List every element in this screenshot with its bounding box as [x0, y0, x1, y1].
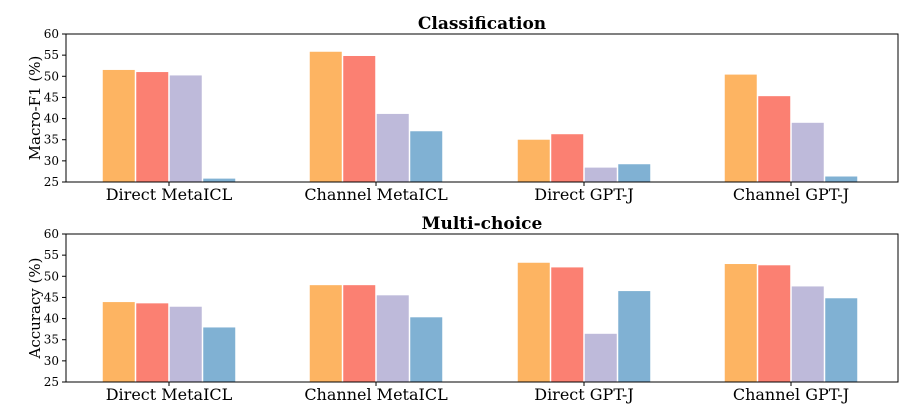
- bar-series-4-direct-metaicl: [203, 178, 236, 182]
- plot-frame: [65, 33, 899, 183]
- x-tick-label: Direct GPT-J: [534, 385, 634, 404]
- y-tick-label: 40: [44, 312, 59, 326]
- bar-series-3-channel-gpt-j: [791, 122, 824, 182]
- chart-panel-1: Classification 25 30 35 40 45 50 55 60 Direct Met…: [26, 14, 899, 204]
- chart-panel-2: Multi-choice 25 30 35 40 45 50 55 60 Direct MetaI…: [26, 214, 899, 404]
- y-tick-label: 35: [44, 333, 59, 347]
- bar-series-1-channel-gpt-j: [724, 264, 757, 382]
- bar-series-3-channel-metaicl: [376, 113, 409, 182]
- y-tick-label: 55: [44, 248, 59, 262]
- bar-series-3-direct-gpt-j: [584, 333, 617, 382]
- bar-series-2-channel-gpt-j: [758, 265, 791, 382]
- bar-series-2-channel-metaicl: [343, 55, 376, 182]
- y-tick-label: 40: [44, 112, 59, 126]
- x-tick-label: Direct MetaICL: [106, 385, 233, 404]
- x-tick-label: Channel GPT-J: [733, 385, 849, 404]
- y-tick-label: 45: [44, 90, 59, 104]
- bar-series-1-direct-gpt-j: [517, 262, 550, 382]
- bar-series-2-channel-metaicl: [343, 285, 376, 382]
- bar-series-1-channel-gpt-j: [724, 74, 757, 182]
- x-tick-label: Channel GPT-J: [733, 185, 849, 204]
- x-tick-label: Channel MetaICL: [304, 385, 448, 404]
- bar-series-4-channel-metaicl: [410, 317, 443, 382]
- bar-series-2-direct-gpt-j: [551, 134, 584, 182]
- bar-series-4-channel-gpt-j: [825, 298, 858, 382]
- bar-series-3-channel-gpt-j: [791, 286, 824, 382]
- bar-series-1-direct-metaicl: [102, 69, 135, 182]
- x-tick-label: Channel MetaICL: [304, 185, 448, 204]
- y-tick-label: 30: [44, 154, 59, 168]
- bar-series-3-channel-metaicl: [376, 295, 409, 382]
- y-tick-label: 50: [44, 69, 59, 83]
- bar-series-3-direct-gpt-j: [584, 167, 617, 182]
- x-tick-label: Direct GPT-J: [534, 185, 634, 204]
- x-tick-label: Direct MetaICL: [106, 185, 233, 204]
- plot-frame: [65, 233, 899, 383]
- bar-series-1-channel-metaicl: [309, 51, 342, 183]
- chart-title: Multi-choice: [422, 214, 543, 234]
- y-tick-label: 35: [44, 133, 59, 147]
- bar-series-2-channel-gpt-j: [758, 96, 791, 182]
- bar-series-1-direct-metaicl: [102, 302, 135, 382]
- chart-title: Classification: [418, 14, 546, 34]
- y-tick-label: 50: [44, 269, 59, 283]
- y-tick-label: 45: [44, 290, 59, 304]
- y-tick-label: 60: [44, 27, 59, 41]
- y-tick-label: 55: [44, 48, 59, 62]
- y-tick-label: 25: [44, 175, 59, 189]
- bar-series-3-direct-metaicl: [169, 306, 202, 382]
- bar-series-4-channel-metaicl: [410, 131, 443, 182]
- y-axis-label: Macro-F1 (%): [26, 56, 44, 161]
- bar-series-4-channel-gpt-j: [825, 176, 858, 182]
- bar-series-2-direct-metaicl: [136, 303, 169, 382]
- bar-series-4-direct-metaicl: [203, 327, 236, 382]
- y-tick-label: 30: [44, 354, 59, 368]
- y-tick-label: 60: [44, 227, 59, 241]
- bar-series-1-channel-metaicl: [309, 285, 342, 382]
- bar-series-2-direct-gpt-j: [551, 267, 584, 382]
- bar-series-4-direct-gpt-j: [618, 164, 651, 182]
- y-axis-label: Accuracy (%): [26, 257, 44, 359]
- bar-series-2-direct-metaicl: [136, 72, 169, 182]
- y-tick-label: 25: [44, 375, 59, 389]
- bar-series-1-direct-gpt-j: [517, 139, 550, 182]
- bar-series-3-direct-metaicl: [169, 75, 202, 182]
- bar-series-4-direct-gpt-j: [618, 291, 651, 382]
